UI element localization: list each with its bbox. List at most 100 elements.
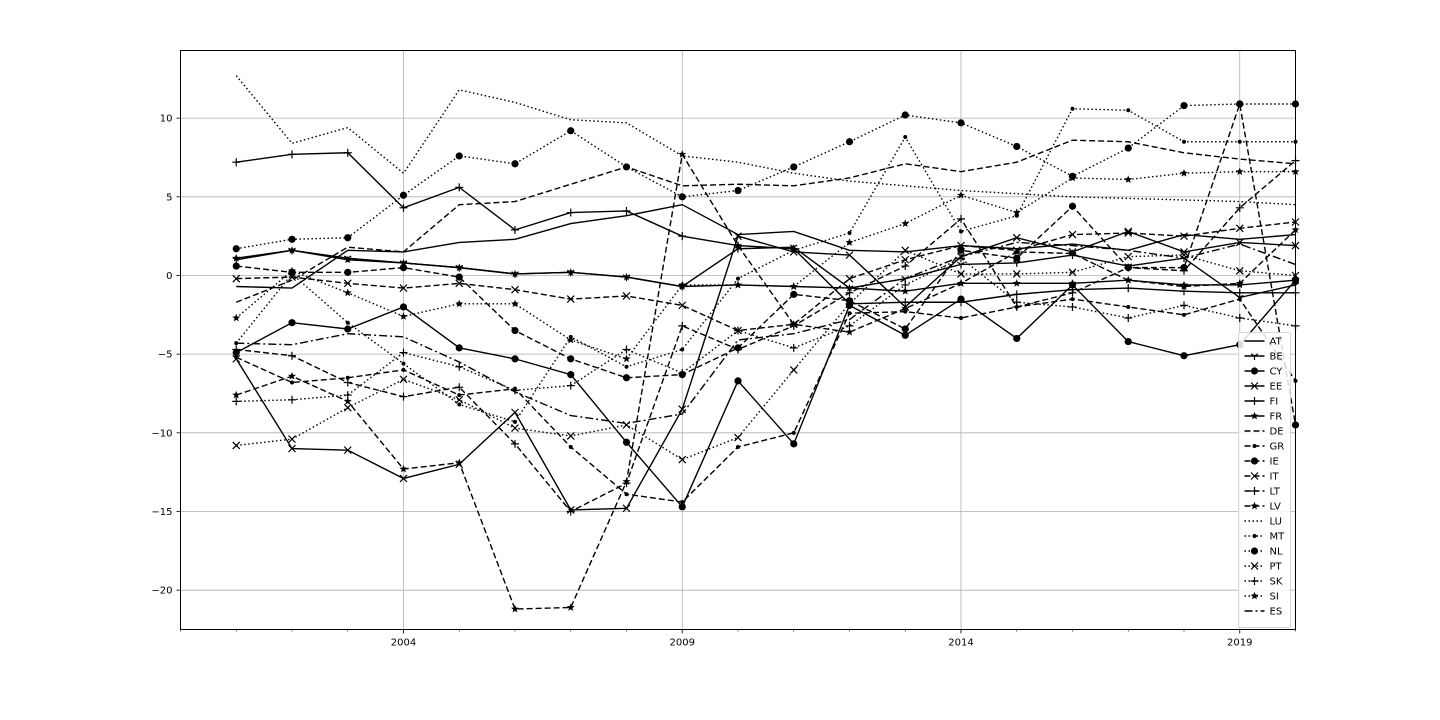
data-point-GR-marker	[568, 444, 573, 449]
plot-area	[180, 50, 1296, 630]
data-point-IE-marker	[511, 326, 519, 335]
data-point-LV-marker	[1124, 276, 1133, 284]
data-point-MT-marker	[903, 135, 908, 140]
legend-box	[1238, 332, 1291, 628]
data-point-LT-marker	[678, 321, 687, 330]
data-point-EE-marker	[511, 408, 519, 417]
data-point-PT-marker	[901, 246, 910, 255]
data-point-CY-marker	[1124, 337, 1132, 346]
data-point-NL-marker	[455, 152, 463, 160]
legend-label: FR	[1270, 412, 1283, 423]
data-point-FR-marker	[455, 263, 464, 272]
data-point-LV-marker	[678, 150, 687, 158]
legend-item-ES: ES	[1244, 607, 1283, 618]
x-tick-label: 2014	[948, 638, 973, 649]
data-point-GR-marker	[624, 492, 629, 497]
data-point-LV-marker	[343, 397, 352, 405]
data-point-LT-marker	[455, 383, 464, 392]
series-line-ES	[236, 241, 1296, 425]
data-point-LT-marker	[734, 345, 742, 354]
data-point-IE-marker	[399, 264, 408, 272]
data-point-SI-marker	[957, 191, 965, 199]
data-point-IE-marker	[455, 273, 463, 281]
legend-label: IE	[1270, 457, 1279, 468]
data-point-MT-marker	[624, 364, 629, 369]
data-point-FR-marker	[566, 268, 575, 276]
data-point-IT-marker	[511, 285, 519, 294]
legend-item-SI: SI	[1244, 592, 1279, 603]
legend-item-DE: DE	[1244, 427, 1284, 438]
legend-label: DE	[1270, 427, 1284, 438]
data-point-MT-marker	[1126, 108, 1131, 113]
data-point-FI-marker	[1012, 290, 1021, 299]
data-point-PT-marker	[957, 269, 965, 278]
legend-marker	[1250, 562, 1259, 570]
data-point-IT-marker	[1068, 230, 1077, 239]
data-point-SI-marker	[734, 280, 742, 289]
legend-marker	[1250, 487, 1259, 495]
data-point-LV-marker	[1235, 279, 1244, 287]
data-point-SK-marker	[901, 280, 910, 289]
data-point-LT-marker	[1068, 288, 1077, 297]
legend-label: LT	[1270, 487, 1281, 498]
legend-label: LU	[1270, 517, 1282, 528]
legend-marker	[1250, 367, 1259, 375]
data-point-FR-marker	[232, 253, 241, 262]
data-point-LV-marker	[1068, 249, 1077, 257]
x-tick-label: 2019	[1227, 638, 1252, 649]
data-point-SK-marker	[1235, 313, 1244, 322]
data-point-FI-marker	[343, 148, 352, 157]
data-point-SK-marker	[343, 391, 352, 400]
data-point-LT-marker	[901, 262, 910, 271]
series-ES	[236, 241, 1296, 425]
legend-item-IT: IT	[1244, 472, 1279, 483]
data-point-MT-marker	[513, 419, 517, 424]
legend-label: LV	[1270, 502, 1281, 513]
data-point-GR-marker	[401, 367, 406, 372]
data-point-CY-marker	[288, 319, 296, 327]
data-point-SK-marker	[734, 326, 742, 335]
series-IT	[232, 218, 1300, 335]
legend-label: ES	[1270, 607, 1283, 618]
data-point-IT-marker	[957, 241, 965, 250]
data-point-LV-marker	[789, 320, 798, 328]
data-point-EE-marker	[399, 474, 408, 483]
data-point-GR-marker	[1126, 304, 1131, 309]
data-point-SI-marker	[1235, 167, 1244, 176]
data-point-IE-marker	[622, 374, 631, 382]
data-point-FR-marker	[288, 246, 296, 254]
series-GR	[234, 297, 1298, 505]
data-point-MT-marker	[345, 320, 350, 325]
data-point-GR-marker	[847, 311, 852, 316]
data-point-GR-marker	[791, 430, 796, 435]
data-point-PT-marker	[288, 435, 296, 444]
x-tick-label: 2004	[391, 638, 416, 649]
data-point-IT-marker	[1235, 224, 1244, 233]
series-line-DE	[235, 139, 1296, 303]
legend-item-IE: IE	[1244, 457, 1279, 468]
data-point-NL-marker	[344, 234, 352, 242]
series-line-PT	[236, 249, 1296, 461]
data-point-FR-marker	[622, 272, 631, 281]
data-point-NL-marker	[511, 160, 519, 168]
data-point-IT-marker	[845, 274, 854, 283]
data-point-LT-marker	[1235, 203, 1244, 212]
legend-label: CY	[1270, 367, 1284, 378]
data-point-NL-marker	[1013, 142, 1021, 151]
data-point-GR-marker	[1070, 297, 1075, 302]
data-point-CY-marker	[399, 303, 408, 311]
data-point-LT-marker	[288, 351, 296, 360]
data-point-FI-marker	[1124, 284, 1133, 293]
data-point-IE-marker	[1013, 254, 1021, 262]
data-point-PT-marker	[1012, 269, 1021, 278]
data-point-PT-marker	[566, 432, 575, 440]
series-line-MT	[235, 107, 1296, 423]
data-point-CY-marker	[1180, 352, 1188, 360]
data-point-LV-marker	[957, 279, 965, 287]
data-point-CY-marker	[790, 440, 798, 448]
data-point-IE-marker	[567, 355, 575, 363]
data-point-NL-marker	[678, 193, 686, 201]
data-point-CY-marker	[511, 355, 519, 363]
data-point-PT-marker	[1124, 252, 1133, 261]
data-point-CY-marker	[567, 371, 575, 379]
